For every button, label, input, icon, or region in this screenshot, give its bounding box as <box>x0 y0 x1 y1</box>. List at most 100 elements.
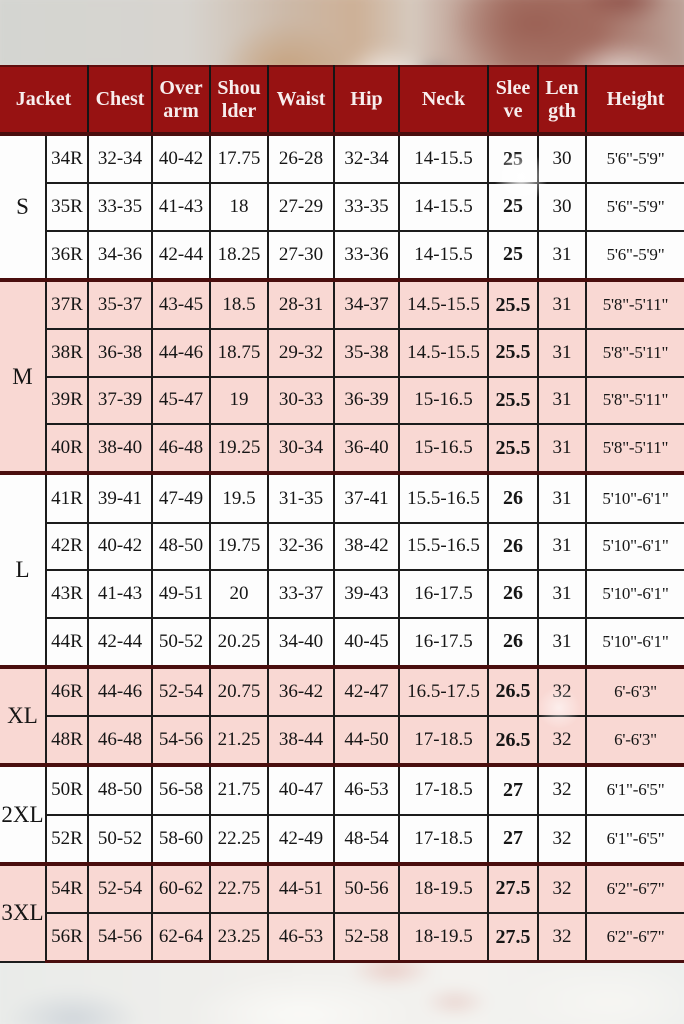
cell-hip: 46-53 <box>333 763 401 816</box>
header-waist: Waist <box>267 65 336 136</box>
cell-sleeve: 27 <box>487 763 540 816</box>
table-row: XL 46R 44-46 52-54 20.75 36-42 42-47 16.5-17.5 2… <box>0 664 684 767</box>
cell-jacket: 39R <box>44 375 90 426</box>
cell-hip: 37-41 <box>333 471 401 524</box>
cell-chest: 41-43 <box>87 569 154 619</box>
cell-height: 5'8"-5'11" <box>585 277 684 331</box>
cell-shoulder: 19.25 <box>209 423 270 475</box>
cell-overarm: 58-60 <box>151 813 212 865</box>
cell-overarm: 45-47 <box>151 375 212 426</box>
header-row: Jacket Chest Over arm Shou lder Waist Hip Neck… <box>0 65 684 136</box>
cell-length: 32 <box>537 813 588 865</box>
header-chest: Chest <box>87 65 154 136</box>
cell-hip: 52-58 <box>333 912 401 963</box>
cell-hip: 44-50 <box>333 715 401 767</box>
cell-jacket: 41R <box>44 471 90 524</box>
table-row: 44R 42-44 50-52 20.25 34-40 40-45 16-17.5 26 31 5… <box>0 616 684 668</box>
cell-height: 6'-6'3" <box>585 664 684 718</box>
cell-hip: 33-35 <box>333 182 401 232</box>
cell-waist: 29-32 <box>267 328 336 378</box>
cell-shoulder: 18.25 <box>209 229 270 281</box>
group-label-l: L <box>0 471 47 668</box>
table-row: 56R 54-56 62-64 23.25 46-53 52-58 18-19.5 27.5 3… <box>0 912 684 963</box>
table-row: 40R 38-40 46-48 19.25 30-34 36-40 15-16.5 25.5 3… <box>0 423 684 475</box>
cell-overarm: 56-58 <box>151 763 212 816</box>
cell-waist: 31-35 <box>267 471 336 524</box>
cell-overarm: 46-48 <box>151 423 212 475</box>
cell-overarm: 48-50 <box>151 521 212 572</box>
cell-jacket: 36R <box>44 229 90 281</box>
group-label-3xl: 3XL <box>0 861 47 963</box>
cell-shoulder: 22.25 <box>209 813 270 865</box>
cell-overarm: 50-52 <box>151 616 212 668</box>
table-row: 39R 37-39 45-47 19 30-33 36-39 15-16.5 25.5 31 5'… <box>0 375 684 426</box>
cell-length: 31 <box>537 328 588 378</box>
cell-waist: 27-30 <box>267 229 336 281</box>
header-hip: Hip <box>333 65 401 136</box>
background-photo-bottom <box>0 963 684 1024</box>
header-overarm: Over arm <box>151 65 212 136</box>
cell-chest: 46-48 <box>87 715 154 767</box>
cell-waist: 46-53 <box>267 912 336 963</box>
cell-length: 31 <box>537 471 588 524</box>
cell-hip: 35-38 <box>333 328 401 378</box>
cell-sleeve: 26 <box>487 616 540 668</box>
cell-height: 5'8"-5'11" <box>585 423 684 475</box>
cell-length: 32 <box>537 912 588 963</box>
cell-height: 5'6"-5'9" <box>585 132 684 185</box>
cell-jacket: 40R <box>44 423 90 475</box>
cell-hip: 34-37 <box>333 277 401 331</box>
header-height: Height <box>585 65 684 136</box>
cell-hip: 36-40 <box>333 423 401 475</box>
cell-waist: 27-29 <box>267 182 336 232</box>
cell-chest: 34-36 <box>87 229 154 281</box>
table-row: 48R 46-48 54-56 21.25 38-44 44-50 17-18.5 26.5 3… <box>0 715 684 767</box>
group-label-m: M <box>0 277 47 475</box>
cell-hip: 32-34 <box>333 132 401 185</box>
cell-chest: 54-56 <box>87 912 154 963</box>
cell-height: 5'6"-5'9" <box>585 229 684 281</box>
cell-hip: 40-45 <box>333 616 401 668</box>
cell-jacket: 48R <box>44 715 90 767</box>
table-row: 35R 33-35 41-43 18 27-29 33-35 14-15.5 25 30 5'6"… <box>0 182 684 232</box>
cell-chest: 38-40 <box>87 423 154 475</box>
cell-shoulder: 19 <box>209 375 270 426</box>
cell-jacket: 50R <box>44 763 90 816</box>
cell-shoulder: 23.25 <box>209 912 270 963</box>
cell-chest: 39-41 <box>87 471 154 524</box>
cell-sleeve: 25.5 <box>487 375 540 426</box>
cell-shoulder: 21.75 <box>209 763 270 816</box>
cell-waist: 30-33 <box>267 375 336 426</box>
cell-height: 5'10"-6'1" <box>585 569 684 619</box>
cell-height: 6'2"-6'7" <box>585 861 684 915</box>
cell-jacket: 38R <box>44 328 90 378</box>
table-row: M 37R 35-37 43-45 18.5 28-31 34-37 14.5-15.5 25.… <box>0 277 684 475</box>
cell-shoulder: 17.75 <box>209 132 270 185</box>
cell-neck: 15-16.5 <box>398 423 490 475</box>
cell-overarm: 43-45 <box>151 277 212 331</box>
cell-sleeve: 25.5 <box>487 328 540 378</box>
cell-waist: 38-44 <box>267 715 336 767</box>
cell-overarm: 47-49 <box>151 471 212 524</box>
cell-length: 32 <box>537 664 588 718</box>
cell-neck: 17-18.5 <box>398 813 490 865</box>
cell-sleeve: 27.5 <box>487 861 540 915</box>
cell-overarm: 54-56 <box>151 715 212 767</box>
table-row: 36R 34-36 42-44 18.25 27-30 33-36 14-15.5 25 31 5… <box>0 229 684 281</box>
table-row: 3XL 54R 52-54 60-62 22.75 44-51 50-56 18-19.5 27… <box>0 861 684 963</box>
cell-neck: 18-19.5 <box>398 861 490 915</box>
cell-waist: 32-36 <box>267 521 336 572</box>
cell-height: 5'10"-6'1" <box>585 471 684 524</box>
cell-sleeve: 26 <box>487 569 540 619</box>
header-jacket: Jacket <box>0 65 90 136</box>
cell-waist: 36-42 <box>267 664 336 718</box>
cell-length: 32 <box>537 861 588 915</box>
cell-jacket: 46R <box>44 664 90 718</box>
cell-hip: 50-56 <box>333 861 401 915</box>
cell-chest: 32-34 <box>87 132 154 185</box>
header-sleeve: Slee ve <box>487 65 540 136</box>
cell-length: 31 <box>537 375 588 426</box>
cell-shoulder: 19.5 <box>209 471 270 524</box>
cell-neck: 14.5-15.5 <box>398 277 490 331</box>
